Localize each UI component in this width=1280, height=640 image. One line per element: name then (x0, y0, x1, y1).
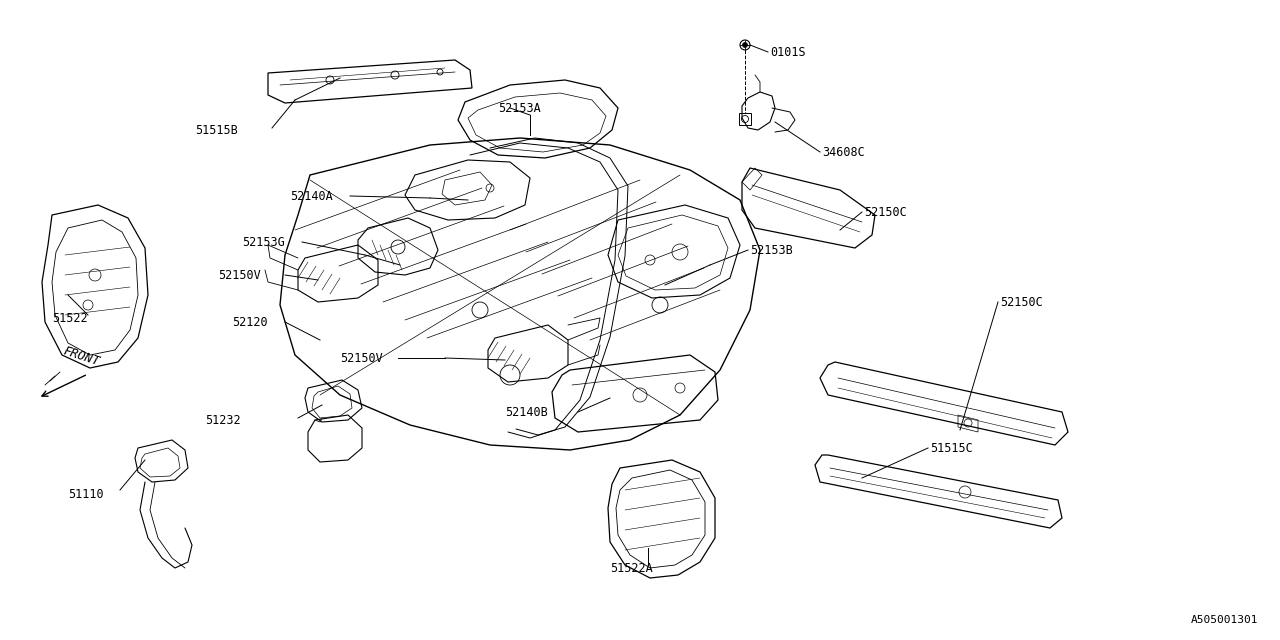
Text: 51522: 51522 (52, 312, 87, 324)
Text: 52150C: 52150C (864, 205, 906, 218)
Text: 51522A: 51522A (611, 561, 653, 575)
Text: 51515C: 51515C (931, 442, 973, 454)
Text: 52153A: 52153A (498, 102, 540, 115)
Text: 52150V: 52150V (218, 269, 261, 282)
Text: FRONT: FRONT (61, 344, 101, 368)
Text: 52153B: 52153B (750, 243, 792, 257)
Text: A505001301: A505001301 (1190, 615, 1258, 625)
Text: 52150C: 52150C (1000, 296, 1043, 308)
Text: 52153G: 52153G (242, 236, 284, 248)
Text: 51515B: 51515B (195, 124, 238, 136)
Text: 52120: 52120 (232, 316, 268, 328)
Text: 51110: 51110 (68, 488, 104, 500)
Text: 52140A: 52140A (291, 189, 333, 202)
Text: 51232: 51232 (205, 413, 241, 426)
Text: 34608C: 34608C (822, 145, 865, 159)
Text: 0101S: 0101S (771, 45, 805, 58)
Text: 52150V: 52150V (340, 351, 383, 365)
Text: 52140B: 52140B (506, 406, 548, 419)
Circle shape (742, 42, 748, 47)
